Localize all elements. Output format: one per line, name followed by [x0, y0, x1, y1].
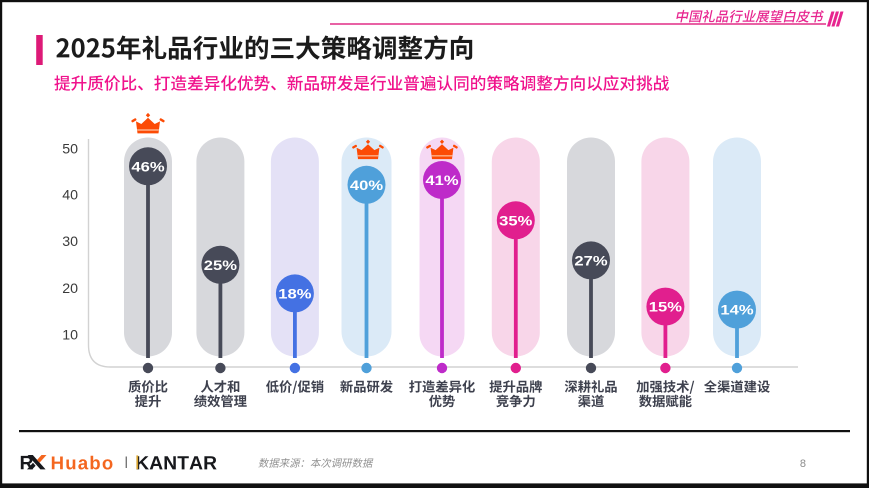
svg-text:14%: 14%: [720, 303, 753, 318]
svg-text:18%: 18%: [278, 287, 311, 302]
svg-text:35%: 35%: [499, 213, 532, 228]
svg-text:20: 20: [62, 281, 78, 297]
svg-text:8: 8: [800, 458, 806, 470]
svg-text:40: 40: [62, 188, 78, 204]
svg-text:27%: 27%: [574, 254, 607, 269]
svg-text:40%: 40%: [350, 178, 383, 193]
svg-text:41%: 41%: [425, 173, 458, 188]
svg-text:15%: 15%: [649, 300, 682, 315]
svg-text:10: 10: [62, 327, 78, 343]
svg-text:30: 30: [62, 234, 78, 250]
svg-text:50: 50: [62, 142, 78, 158]
svg-text:25%: 25%: [204, 258, 237, 273]
svg-text:46%: 46%: [131, 159, 164, 174]
